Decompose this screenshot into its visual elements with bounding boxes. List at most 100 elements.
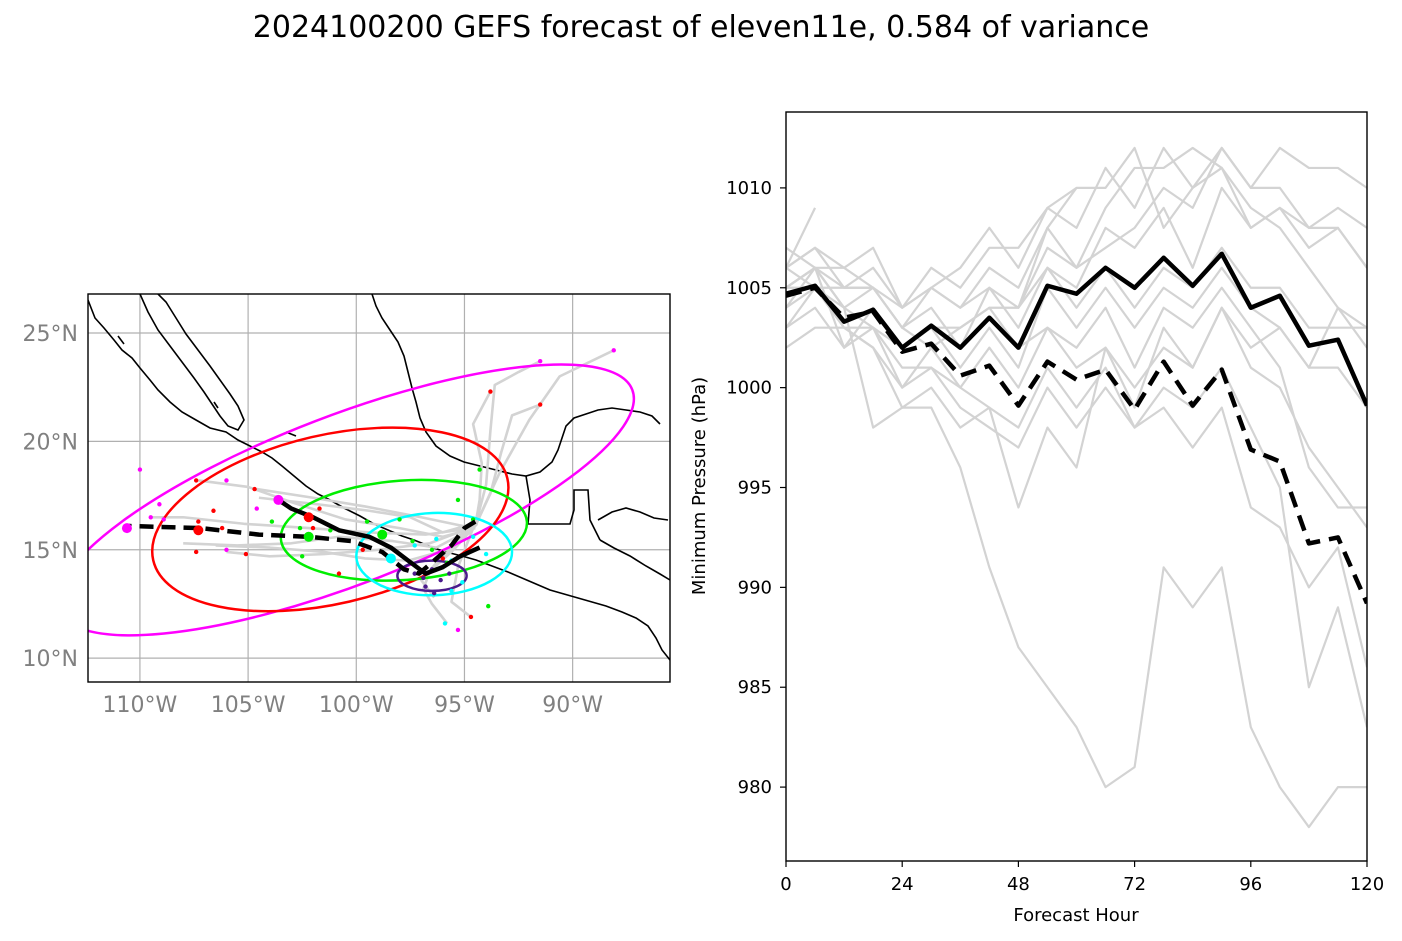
member-position — [328, 528, 333, 533]
y-tick-label: 995 — [738, 477, 772, 498]
member-position — [254, 506, 259, 511]
mean-track-dashed — [126, 519, 477, 576]
timeseries-frame — [785, 111, 1368, 862]
ensemble-pressure-line — [786, 306, 1367, 728]
ensemble-track — [422, 527, 475, 625]
member-position — [486, 603, 491, 609]
member-position — [455, 497, 461, 503]
y-tick-label: 1000 — [726, 378, 772, 399]
cluster-center-marker — [303, 531, 314, 542]
map-longitude-labels: 110°W 105°W 100°W 95°W 90°W — [103, 693, 604, 718]
member-position — [397, 517, 402, 522]
cluster-ellipse — [88, 363, 636, 637]
member-position — [336, 571, 342, 576]
x-tick-label: 96 — [1239, 874, 1262, 895]
ensemble-pressure-line — [786, 286, 1367, 829]
member-position — [537, 402, 543, 407]
cluster-ellipses — [88, 363, 636, 637]
member-position — [148, 515, 153, 520]
cluster-center-marker — [121, 523, 132, 534]
member-position — [477, 467, 482, 472]
map-longitude-label: 105°W — [211, 693, 286, 718]
member-position — [423, 584, 428, 589]
ensemble-track — [256, 487, 474, 530]
mean-pressure-line-dashed — [786, 285, 1367, 605]
member-position — [440, 556, 446, 561]
member-position — [421, 575, 426, 581]
track-map-panel: 110°W 105°W 100°W 95°W 90°W 10°N 15°N 20°N 25°N — [23, 293, 671, 718]
member-position — [224, 547, 229, 552]
member-position — [537, 358, 543, 364]
member-position — [224, 478, 229, 483]
cluster-center-marker — [303, 512, 314, 523]
map-latitude-label: 20°N — [23, 430, 78, 455]
member-position — [219, 525, 225, 531]
map-longitude-label: 95°W — [434, 693, 495, 718]
cluster-ellipse — [150, 426, 510, 613]
map-latitude-label: 25°N — [23, 322, 78, 347]
map-longitude-label: 90°W — [542, 693, 603, 718]
member-position — [269, 519, 275, 524]
member-position — [137, 467, 143, 472]
member-position — [252, 486, 257, 492]
cluster-ellipse — [396, 559, 468, 593]
ensemble-track — [474, 349, 615, 527]
gulf-coastline — [371, 294, 661, 477]
member-position — [470, 534, 476, 539]
ensemble-pressure-line — [786, 146, 1367, 329]
pacific-coastline — [88, 299, 670, 661]
caribbean-coastline — [597, 507, 669, 521]
cluster-center-marker — [193, 525, 204, 536]
member-position — [364, 519, 370, 524]
member-position — [161, 517, 166, 522]
island — [117, 335, 125, 345]
x-axis-ticks: 0 24 48 72 96 120 — [780, 861, 1384, 895]
central-america-border — [599, 539, 670, 581]
cluster-center-marker — [273, 494, 284, 505]
member-position — [193, 478, 199, 483]
coastlines-and-borders — [88, 294, 670, 661]
y-tick-label: 985 — [738, 677, 772, 698]
x-tick-label: 72 — [1123, 874, 1146, 895]
member-position — [412, 571, 417, 576]
pressure-timeseries-panel: 0 24 48 72 96 120 980 985 990 995 1000 1005 1010 Fo… — [689, 111, 1384, 926]
x-tick-label: 120 — [1350, 874, 1384, 895]
cluster-center-marker — [385, 553, 396, 564]
member-position — [310, 525, 316, 531]
figure-title: 2024100200 GEFS forecast of eleven11e, 0… — [252, 10, 1150, 45]
island — [213, 401, 219, 409]
y-tick-label: 1010 — [726, 178, 772, 199]
baja-california-coastline — [139, 294, 245, 431]
member-position — [434, 536, 439, 542]
member-position — [297, 525, 303, 531]
y-tick-label: 980 — [738, 777, 772, 798]
map-latitude-label: 15°N — [23, 539, 78, 564]
cluster-centers — [121, 494, 396, 564]
member-position — [449, 588, 454, 594]
ensemble-pressure-line — [786, 286, 1367, 529]
map-latitude-label: 10°N — [23, 647, 78, 672]
member-position — [460, 580, 465, 585]
mean-pressure-lines — [786, 251, 1367, 605]
ensemble-track — [474, 360, 541, 527]
ensemble-track — [215, 522, 479, 562]
member-position — [193, 549, 199, 555]
map-frame — [87, 293, 671, 683]
member-position — [412, 543, 417, 548]
member-position — [196, 519, 201, 524]
member-position — [429, 547, 435, 552]
x-tick-label: 24 — [891, 874, 914, 895]
mean-tracks — [126, 498, 481, 576]
cluster-center-marker — [377, 529, 388, 540]
ensemble-pressure-line — [786, 146, 1367, 309]
ensemble-pressure-line — [786, 146, 1367, 309]
ensemble-track — [471, 390, 492, 527]
member-position — [317, 506, 322, 511]
map-longitude-label: 110°W — [103, 693, 178, 718]
ensemble-pressure-line — [786, 266, 1367, 668]
member-position — [431, 590, 437, 596]
ensemble-track — [450, 527, 475, 618]
cluster-ellipse — [279, 478, 529, 582]
map-latitude-labels: 10°N 15°N 20°N 25°N — [23, 322, 78, 672]
